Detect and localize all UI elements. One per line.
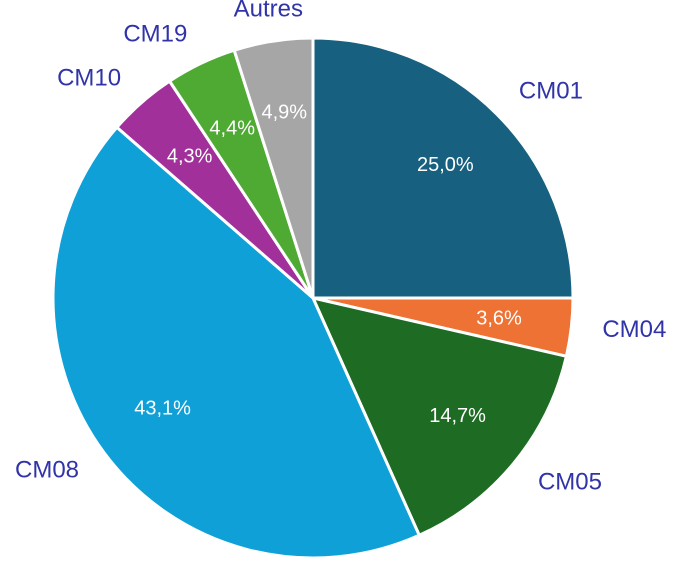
slice-category-label: CM05	[538, 468, 602, 495]
slice-category-label: CM04	[602, 316, 666, 343]
pie-slice	[311, 36, 575, 300]
slice-category-label: CM19	[123, 21, 187, 48]
pie-slice	[232, 36, 315, 299]
slice-value-label: 43,1%	[134, 398, 191, 420]
slice-value-label: 4,9%	[261, 101, 307, 123]
slice-value-label: 4,3%	[167, 145, 213, 167]
pie-slice	[51, 125, 422, 560]
slice-value-label: 4,4%	[209, 117, 255, 139]
slice-category-label: CM01	[519, 77, 583, 104]
slice-category-label: CM08	[15, 457, 79, 484]
slice-value-label: 25,0%	[417, 154, 474, 176]
slice-category-label: CM10	[57, 64, 121, 91]
slice-category-label: Autres	[234, 0, 303, 23]
slice-value-label: 3,6%	[476, 307, 522, 329]
slice-value-label: 14,7%	[429, 405, 486, 427]
pie-slice	[310, 295, 569, 538]
